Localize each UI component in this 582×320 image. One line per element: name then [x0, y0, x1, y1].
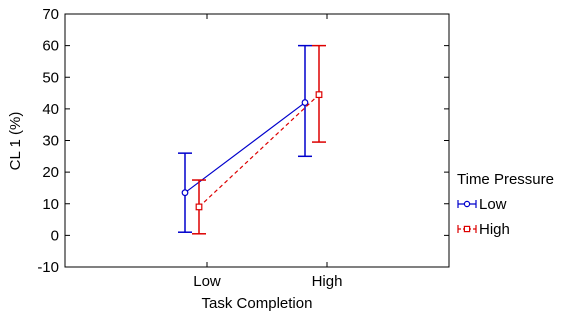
y-tick-label: 40 — [42, 101, 59, 118]
y-tick-label: 10 — [42, 196, 59, 213]
legend-entry-low: Low — [457, 196, 507, 213]
legend-label: High — [479, 221, 510, 238]
y-tick-label: 20 — [42, 164, 59, 181]
y-axis-label: CL 1 (%) — [7, 112, 24, 171]
legend-marker-square — [463, 225, 471, 233]
legend-label: Low — [479, 196, 507, 213]
x-axis-ticks: Low High — [193, 14, 342, 290]
legend-title: Time Pressure — [457, 171, 554, 188]
data-point-circle — [301, 99, 309, 106]
y-tick-label: 30 — [42, 133, 59, 150]
y-tick-label: -10 — [37, 259, 59, 276]
data-point-square — [315, 91, 323, 99]
data-point-square — [195, 203, 203, 211]
y-tick-label: 60 — [42, 38, 59, 55]
y-tick-label: 70 — [42, 6, 59, 23]
plot-frame — [64, 13, 450, 268]
series-line — [198, 94, 320, 208]
legend: Time Pressure Low High — [457, 171, 554, 238]
legend-marker-circle — [463, 200, 471, 208]
y-axis-ticks: -10 0 10 20 30 40 50 60 70 — [37, 6, 449, 276]
series-line — [184, 102, 306, 194]
y-tick-label: 0 — [51, 227, 59, 244]
y-tick-label: 50 — [42, 69, 59, 86]
series-low — [178, 44, 312, 233]
data-point-circle — [181, 189, 189, 197]
series-layer — [178, 44, 326, 235]
x-tick-label: Low — [193, 273, 221, 290]
legend-entry-high: High — [457, 221, 510, 238]
x-axis-label: Task Completion — [202, 295, 313, 312]
x-tick-label: High — [312, 273, 343, 290]
series-high — [192, 44, 326, 235]
